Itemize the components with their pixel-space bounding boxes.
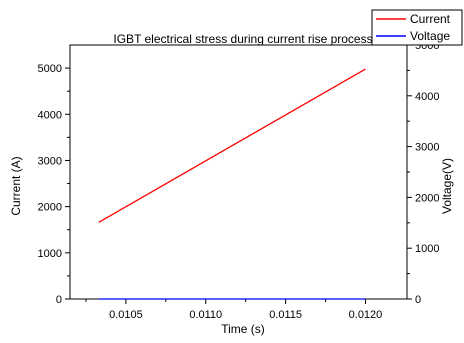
legend: Current Voltage bbox=[371, 9, 463, 46]
y2-axis-title: Voltage(V) bbox=[440, 158, 454, 214]
x-tick-label: 0.0120 bbox=[349, 309, 383, 321]
legend-label-voltage: Voltage bbox=[410, 29, 450, 43]
y-tick-label: 0 bbox=[56, 294, 62, 306]
plot-frame bbox=[69, 44, 408, 300]
plot-area-border bbox=[69, 44, 408, 300]
x-axis-ticks: 0.0105 0.0110 0.0115 0.0120 bbox=[85, 299, 383, 321]
x-tick-label: 0.0110 bbox=[189, 309, 222, 321]
y2-tick-label: 0 bbox=[415, 294, 421, 306]
y2-tick-label: 4000 bbox=[415, 91, 439, 103]
x-tick-label: 0.0115 bbox=[269, 309, 302, 321]
series-line-current bbox=[98, 68, 366, 223]
y2-tick-label: 2000 bbox=[415, 192, 439, 204]
y-tick-label: 2000 bbox=[38, 202, 62, 214]
legend-label-current: Current bbox=[410, 12, 451, 26]
y-tick-label: 4000 bbox=[38, 109, 62, 121]
y-axis-ticks: 0 1000 2000 3000 4000 5000 bbox=[38, 63, 70, 306]
x-tick-label: 0.0105 bbox=[109, 309, 143, 321]
x-axis-title: Time (s) bbox=[221, 322, 265, 336]
y2-tick-label: 3000 bbox=[415, 142, 439, 154]
y-tick-label: 1000 bbox=[38, 248, 62, 260]
y-axis-title: Current (A) bbox=[9, 156, 23, 215]
y2-tick-label: 1000 bbox=[415, 243, 439, 255]
y-tick-label: 5000 bbox=[38, 63, 62, 75]
chart-title: IGBT electrical stress during current ri… bbox=[113, 32, 372, 46]
legend-box bbox=[371, 9, 463, 46]
y-tick-label: 3000 bbox=[38, 155, 62, 167]
series-layer bbox=[98, 68, 366, 300]
